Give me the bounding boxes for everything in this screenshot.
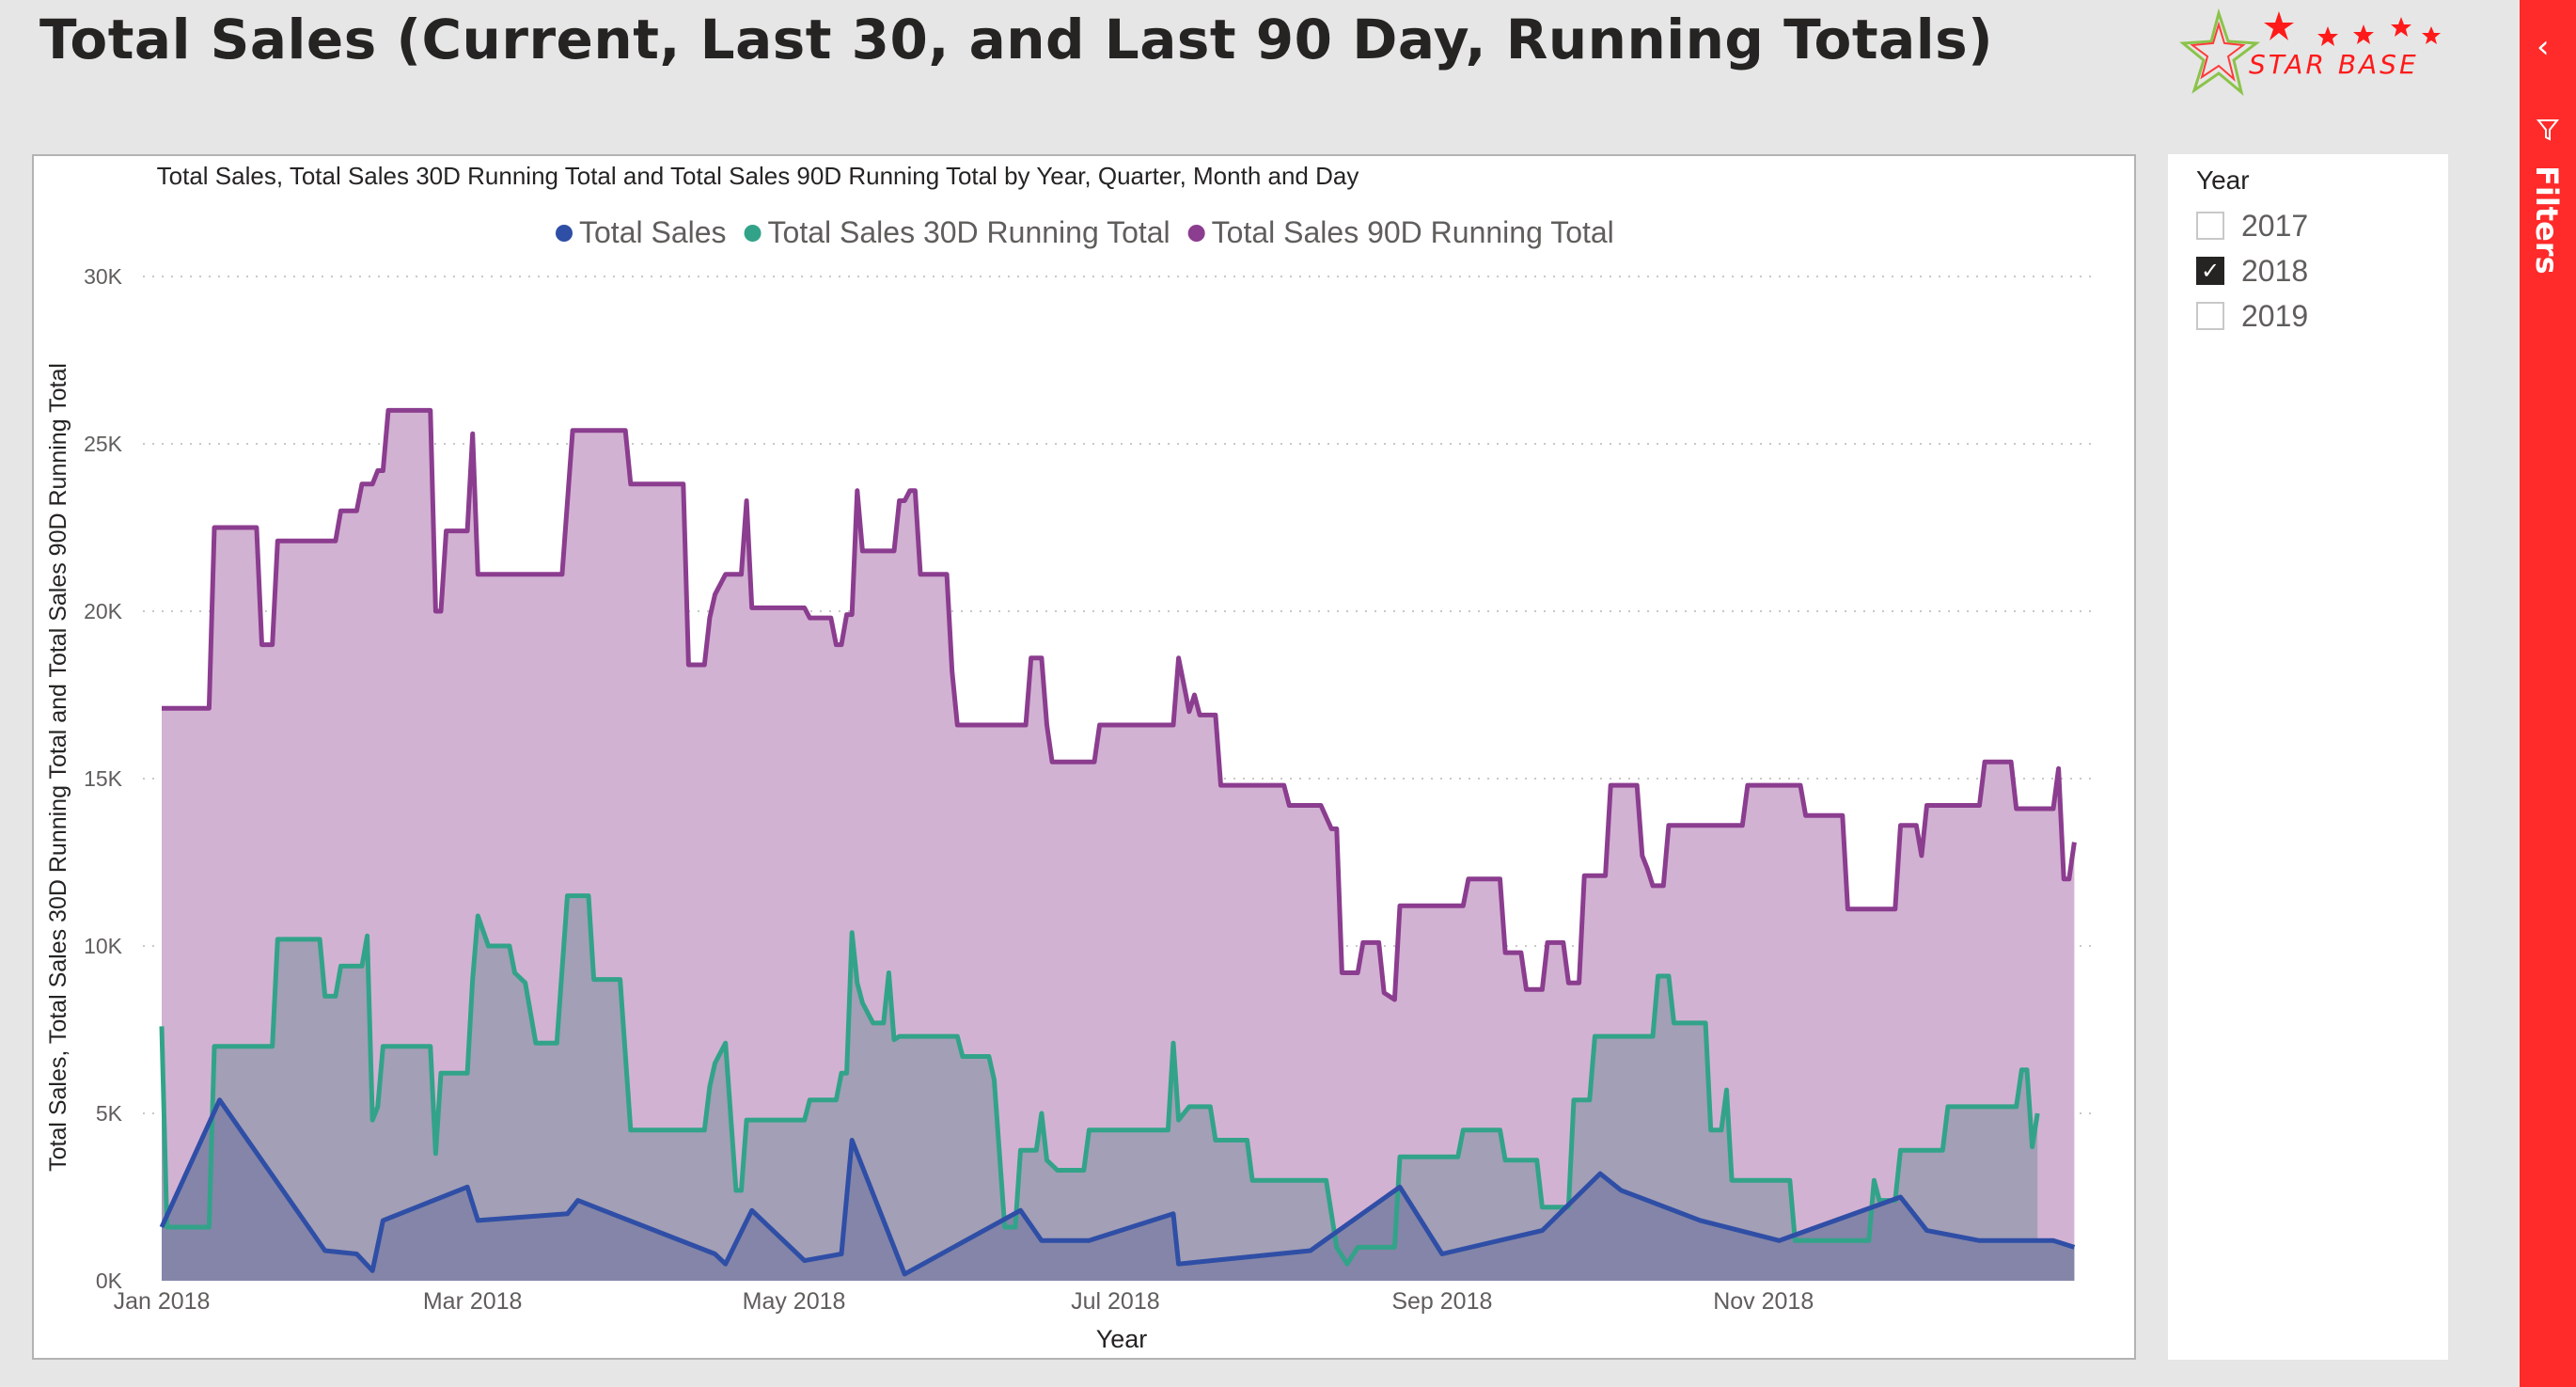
chart-title: Total Sales, Total Sales 30D Running Tot… bbox=[157, 162, 1359, 190]
checkbox-2019[interactable] bbox=[2196, 302, 2224, 330]
y-axis-label: Total Sales, Total Sales 30D Running Tot… bbox=[45, 363, 71, 1172]
svg-text:STAR BASE: STAR BASE bbox=[2249, 49, 2419, 80]
y-tick-label: 10K bbox=[84, 934, 123, 958]
x-tick-label: Nov 2018 bbox=[1713, 1288, 1814, 1315]
legend-marker bbox=[556, 225, 573, 242]
slicer-option-2018[interactable]: ✓ 2018 bbox=[2196, 248, 2448, 293]
checkbox-2017[interactable] bbox=[2196, 212, 2224, 240]
checkbox-2018[interactable]: ✓ bbox=[2196, 257, 2224, 285]
checkmark-icon: ✓ bbox=[2201, 260, 2220, 282]
y-tick-label: 30K bbox=[84, 264, 123, 289]
slicer-option-2019[interactable]: 2019 bbox=[2196, 293, 2448, 339]
legend-label[interactable]: Total Sales 90D Running Total bbox=[1212, 215, 1614, 249]
y-tick-label: 25K bbox=[84, 432, 123, 456]
chart-card[interactable]: Total Sales, Total Sales 30D Running Tot… bbox=[32, 154, 2136, 1360]
star-base-logo: STAR BASE bbox=[2179, 6, 2442, 100]
legend-marker bbox=[1188, 225, 1205, 242]
x-tick-label: Jan 2018 bbox=[114, 1288, 211, 1315]
slicer-option-label: 2019 bbox=[2241, 299, 2308, 334]
y-tick-label: 20K bbox=[84, 599, 123, 623]
filters-pane-label[interactable]: Filters bbox=[2529, 165, 2565, 275]
scroll-gutter bbox=[2482, 0, 2520, 1387]
x-tick-label: Jul 2018 bbox=[1071, 1288, 1160, 1315]
legend-label[interactable]: Total Sales bbox=[579, 215, 727, 249]
x-tick-label: Mar 2018 bbox=[423, 1288, 523, 1315]
page-title: Total Sales (Current, Last 30, and Last … bbox=[39, 8, 1993, 71]
year-slicer: Year 2017 ✓ 2018 2019 bbox=[2168, 154, 2448, 1360]
slicer-option-2017[interactable]: 2017 bbox=[2196, 203, 2448, 248]
x-tick-label: May 2018 bbox=[743, 1288, 846, 1315]
x-axis-label: Year bbox=[1096, 1325, 1148, 1353]
y-tick-label: 15K bbox=[84, 766, 123, 791]
x-tick-label: Sep 2018 bbox=[1391, 1288, 1492, 1315]
series-areas bbox=[162, 410, 2074, 1281]
slicer-option-label: 2018 bbox=[2241, 254, 2308, 289]
x-axis-ticks: Jan 2018 Mar 2018 May 2018 Jul 2018 Sep 2018… bbox=[114, 1288, 1814, 1315]
funnel-icon[interactable] bbox=[2533, 115, 2563, 145]
slicer-option-label: 2017 bbox=[2241, 209, 2308, 244]
area-chart: Total Sales, Total Sales 30D Running Tot… bbox=[34, 156, 2138, 1362]
slicer-title: Year bbox=[2196, 165, 2448, 196]
chart-legend: Total Sales Total Sales 30D Running Total… bbox=[556, 215, 1614, 249]
filters-pane[interactable]: Filters bbox=[2520, 0, 2576, 1387]
chevron-left-icon[interactable]: ‹ bbox=[2537, 28, 2550, 66]
legend-marker bbox=[745, 225, 762, 242]
legend-label[interactable]: Total Sales 30D Running Total bbox=[768, 215, 1170, 249]
y-tick-label: 5K bbox=[96, 1101, 123, 1126]
